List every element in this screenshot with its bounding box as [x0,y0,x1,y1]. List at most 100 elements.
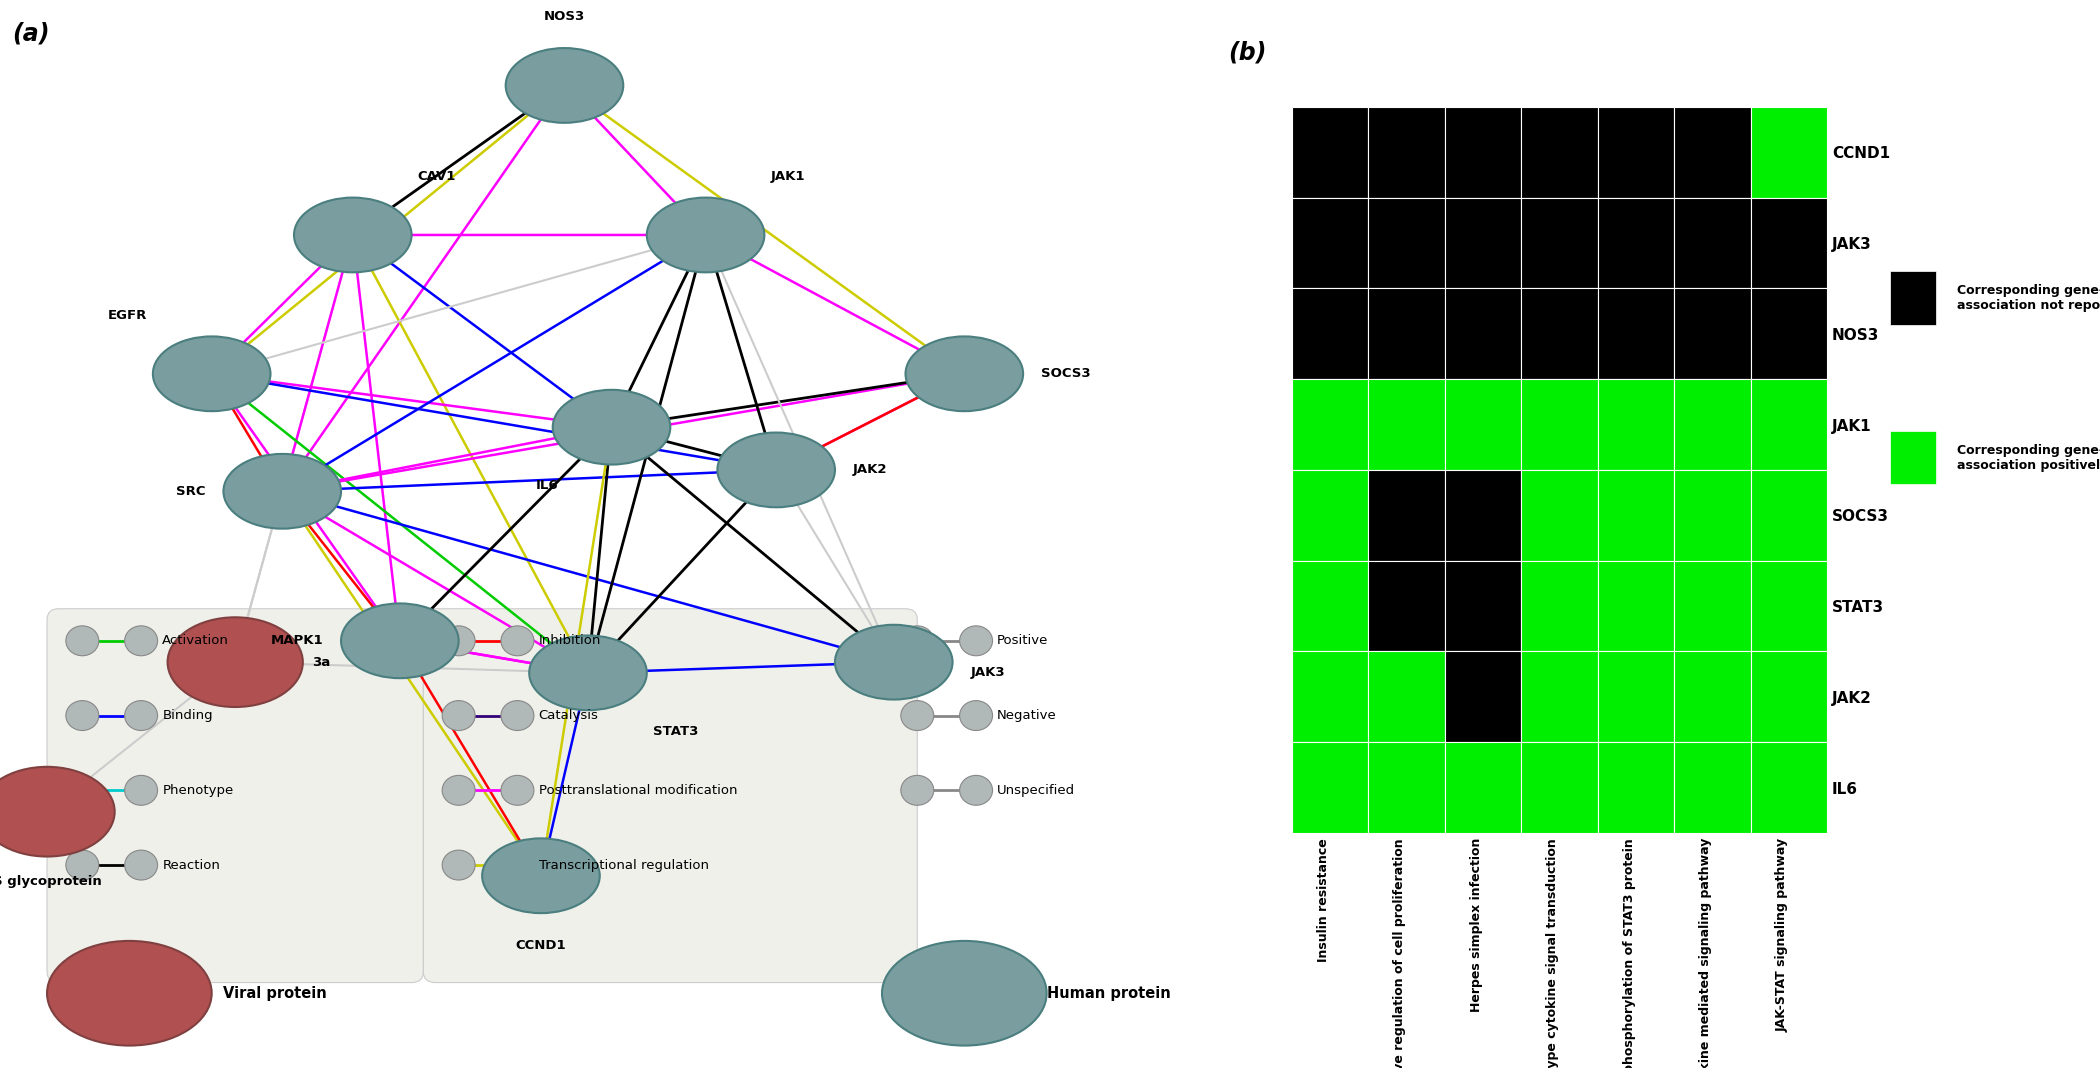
Ellipse shape [901,626,934,656]
Bar [1367,561,1445,651]
Bar [1674,470,1751,561]
Bar [1367,198,1445,288]
Bar [1751,561,1827,651]
Ellipse shape [506,48,624,123]
Bar [1520,470,1598,561]
Bar [1751,379,1827,470]
Text: EGFR: EGFR [107,309,147,321]
Bar [1751,288,1827,379]
Bar [1292,198,1367,288]
Text: IL6: IL6 [536,480,559,492]
Text: MAPK1: MAPK1 [271,634,323,647]
Bar [1674,198,1751,288]
Bar [1367,651,1445,742]
Ellipse shape [647,198,764,272]
Text: SOCS3: SOCS3 [1042,367,1090,380]
Bar [1751,470,1827,561]
Bar [1367,107,1445,198]
Text: Negative: Negative [998,709,1056,722]
Text: (a): (a) [13,21,48,45]
Bar [1674,379,1751,470]
Bar [1445,742,1520,833]
Ellipse shape [223,454,340,529]
Bar [1445,561,1520,651]
Ellipse shape [65,850,99,880]
Text: Transcriptional regulation: Transcriptional regulation [538,859,708,871]
Bar [1292,470,1367,561]
Text: STAT3: STAT3 [653,725,697,738]
Bar [1751,198,1827,288]
Bar [1520,651,1598,742]
Bar [1292,651,1367,742]
Text: CAV1: CAV1 [418,170,456,183]
Ellipse shape [901,775,934,805]
Text: NOS3: NOS3 [544,10,586,22]
Ellipse shape [153,336,271,411]
Ellipse shape [443,701,475,731]
Text: Phenotype: Phenotype [162,784,233,797]
Text: CCND1: CCND1 [517,939,567,952]
Text: Corresponding gene-term
association positively reported: Corresponding gene-term association posi… [1957,443,2100,472]
Text: SRC: SRC [176,485,206,498]
Bar [1674,742,1751,833]
FancyBboxPatch shape [46,609,424,983]
Bar [1520,198,1598,288]
Bar [1292,742,1367,833]
Bar [1520,742,1598,833]
Ellipse shape [960,775,993,805]
Ellipse shape [124,626,158,656]
Bar [1445,107,1520,198]
Ellipse shape [340,603,458,678]
Bar [1598,470,1674,561]
Bar [1367,470,1445,561]
Text: Inhibition: Inhibition [538,634,601,647]
Bar [1445,198,1520,288]
Bar [1520,107,1598,198]
Bar [1598,561,1674,651]
Bar [1367,379,1445,470]
Bar [1751,742,1827,833]
Bar [1674,288,1751,379]
Bar [1598,379,1674,470]
Ellipse shape [718,433,836,507]
Text: Viral protein: Viral protein [223,986,328,1001]
Bar [1520,288,1598,379]
Bar [1598,288,1674,379]
Ellipse shape [46,941,212,1046]
Bar [1292,561,1367,651]
Bar [1367,742,1445,833]
Text: Corresponding gene-term
association not reported yet: Corresponding gene-term association not … [1957,284,2100,312]
Ellipse shape [529,635,647,710]
Bar [1598,107,1674,198]
Ellipse shape [443,775,475,805]
Bar [1751,651,1827,742]
Bar [1292,288,1367,379]
Text: Posttranslational modification: Posttranslational modification [538,784,737,797]
Bar [1598,651,1674,742]
Ellipse shape [65,626,99,656]
Ellipse shape [294,198,412,272]
Ellipse shape [0,767,116,857]
Ellipse shape [483,838,601,913]
Bar [1674,107,1751,198]
Text: (b): (b) [1228,41,1266,64]
Bar [1445,651,1520,742]
Text: Binding: Binding [162,709,212,722]
FancyBboxPatch shape [424,609,918,983]
Bar [1674,651,1751,742]
Bar [1674,561,1751,651]
Ellipse shape [552,390,670,465]
Ellipse shape [124,775,158,805]
Bar [1598,742,1674,833]
Text: Catalysis: Catalysis [538,709,598,722]
Text: S glycoprotein: S glycoprotein [0,875,101,888]
Text: 3a: 3a [311,656,330,669]
Ellipse shape [443,850,475,880]
Bar [1520,379,1598,470]
Text: Unspecified: Unspecified [998,784,1075,797]
Text: Positive: Positive [998,634,1048,647]
Bar [1445,470,1520,561]
Text: JAK3: JAK3 [970,666,1004,679]
Ellipse shape [124,850,158,880]
Bar [1751,107,1827,198]
